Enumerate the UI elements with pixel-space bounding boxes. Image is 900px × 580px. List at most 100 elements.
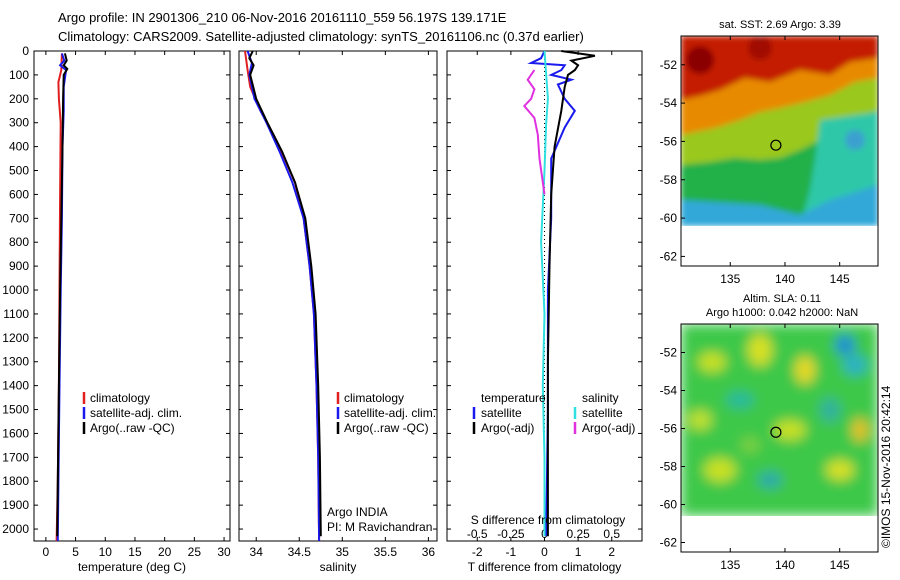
argo-position-marker — [770, 426, 782, 438]
sla-map-axes: 135 140 145 -52 -54 -56 -58 -60 -62 — [660, 324, 850, 572]
difference-x2tick-label: 0.25 — [566, 527, 590, 541]
difference-series-t-argo-adj- — [546, 50, 596, 537]
sla_map-ytick-label: -56 — [660, 422, 678, 436]
salinity-xtick-label: 34.5 — [288, 545, 312, 559]
sla_map-ytick-label: -52 — [660, 346, 678, 360]
salinity-xtick-label: 35.5 — [374, 545, 398, 559]
pi-label: PI: M Ravichandran — [327, 520, 432, 534]
salinity-xtick-label: 35 — [336, 545, 350, 559]
salinity-series-climatology — [244, 50, 321, 542]
sst-map-frame — [680, 35, 879, 267]
salinity-panel: 34 34.5 35 35.5 36 salinity — [238, 50, 438, 574]
temperature-axes-frame — [33, 50, 231, 542]
legend-argo-label: Argo(..raw -QC) — [90, 421, 175, 435]
sla_map-xtick-label: 135 — [720, 558, 740, 572]
legend-s-argo-label: Argo(-adj) — [582, 421, 635, 435]
legend-climatology-label: climatology — [90, 391, 150, 405]
difference-series-s-argo-adj- — [522, 69, 546, 195]
sla-map-frame — [680, 323, 879, 553]
temperature-xtick-label: 10 — [99, 545, 113, 559]
temperature-ytick-label: 1100 — [3, 307, 29, 321]
difference-xtick-label: 1 — [575, 545, 582, 559]
difference-xtick-label: -1 — [506, 545, 517, 559]
temperature-xtick-label: 25 — [188, 545, 202, 559]
sla-map-title: Altim. SLA: 0.11 — [743, 293, 821, 305]
sst-map-title: sat. SST: 2.69 Argo: 3.39 — [719, 19, 841, 31]
temperature-ytick-label: 300 — [9, 116, 29, 130]
sla_map-ytick-label: -62 — [660, 536, 678, 550]
temperature-ytick-label: 500 — [9, 164, 29, 178]
difference-x2tick-label: 0.5 — [603, 527, 620, 541]
temperature-ytick-label: 1300 — [2, 355, 29, 369]
temperature-ytick-label: 1700 — [2, 450, 29, 464]
difference-xtick-label: 2 — [608, 545, 615, 559]
temperature-ytick-label: 1000 — [2, 283, 29, 297]
imos-credit: ©IMOS 15-Nov-2016 20:42:14 — [879, 385, 893, 548]
difference-xlabel: T difference from climatology — [468, 560, 622, 574]
legend-title-salinity: salinity — [582, 391, 619, 405]
temperature-xtick-label: 5 — [72, 545, 79, 559]
temperature-ytick-label: 0 — [22, 44, 29, 58]
legend-title-temperature: temperature — [481, 391, 546, 405]
temperature-xtick-label: 30 — [217, 545, 231, 559]
legend-argo-label: Argo(..raw -QC) — [344, 421, 429, 435]
temperature-panel: 0 5 10 15 20 25 30 temperature (deg C) 0 100 200 30… — [2, 44, 231, 574]
salinity-xlabel: salinity — [320, 560, 357, 574]
sst-nodata-region — [681, 226, 878, 266]
salinity-xtick-label: 34 — [250, 545, 264, 559]
sst_map-xtick-label: 145 — [830, 272, 850, 286]
legend-t-argo-label: Argo(-adj) — [481, 421, 534, 435]
sst-heatmap — [681, 36, 878, 226]
salinity-series-satellite-adj-clim- — [246, 50, 321, 542]
header-line1: Argo profile: IN 2901306_210 06-Nov-2016… — [58, 10, 507, 25]
temperature-ytick-label: 1400 — [2, 379, 29, 393]
sst_map-ytick-label: -54 — [660, 96, 678, 110]
temperature-ytick-label: 100 — [9, 68, 29, 82]
argo-program-label: Argo INDIA — [327, 505, 388, 519]
temperature-legend: climatology satellite-adj. clim. Argo(..… — [82, 391, 182, 435]
legend-climatology-label: climatology — [344, 391, 404, 405]
temperature-ytick-label: 1500 — [2, 403, 29, 417]
legend-satellite-label: satellite-adj. clim. — [344, 406, 436, 420]
sst_map-ytick-label: -62 — [660, 249, 678, 263]
temperature-ytick-label: 600 — [9, 187, 29, 201]
temperature-xlabel: temperature (deg C) — [78, 560, 186, 574]
sla_map-xtick-label: 145 — [830, 558, 850, 572]
temperature-ytick-label: 800 — [9, 235, 29, 249]
temperature-xtick-label: 20 — [158, 545, 172, 559]
temperature-series-argo-raw-qc- — [56, 53, 69, 537]
header-line2: Climatology: CARS2009. Satellite-adjuste… — [58, 29, 584, 44]
difference-x2tick-label: -0.25 — [497, 527, 525, 541]
temperature-ytick-label: 2000 — [2, 522, 29, 536]
sst_map-ytick-label: -58 — [660, 173, 678, 187]
s-diff-axis-label: S difference from climatology — [471, 513, 626, 527]
sst_map-xtick-label: 135 — [720, 272, 740, 286]
salinity-axes-frame — [238, 50, 438, 542]
legend-s-satellite-label: satellite — [582, 406, 623, 420]
temperature-ytick-label: 900 — [9, 259, 29, 273]
difference-series-t-satellite — [527, 50, 577, 537]
sla_map-ytick-label: -58 — [660, 460, 678, 474]
legend-t-satellite-label: satellite — [481, 406, 522, 420]
legend-satellite-label: satellite-adj. clim. — [90, 406, 182, 420]
sst_map-ytick-label: -60 — [660, 211, 678, 225]
sla-heatmap — [681, 324, 878, 516]
sst_map-ytick-label: -56 — [660, 134, 678, 148]
argo-position-marker — [770, 139, 782, 151]
sla-map-subtitle: Argo h1000: 0.042 h2000: NaN — [706, 307, 858, 319]
salinity-legend: climatology satellite-adj. clim. Argo(..… — [336, 391, 436, 435]
sla-nodata-region — [681, 516, 878, 552]
temperature-ytick-label: 1200 — [2, 331, 29, 345]
salinity-xtick-label: 36 — [422, 545, 436, 559]
sst-map-axes: 135 140 145 -52 -54 -56 -58 -60 -62 — [660, 36, 850, 286]
temperature-ytick-label: 700 — [9, 211, 29, 225]
sst_map-xtick-label: 140 — [775, 272, 795, 286]
difference-panel: -2 -1 0 1 2-0.5 -0.25 0 0.25 0.5T difference fro… — [446, 50, 643, 574]
temperature-ytick-label: 1900 — [2, 498, 29, 512]
temperature-xtick-label: 15 — [128, 545, 142, 559]
sla_map-ytick-label: -60 — [660, 498, 678, 512]
temperature-ytick-label: 200 — [9, 92, 29, 106]
difference-series-s-satellite — [540, 50, 549, 537]
difference-legend: temperature salinity satellite Argo(-adj… — [472, 391, 635, 435]
